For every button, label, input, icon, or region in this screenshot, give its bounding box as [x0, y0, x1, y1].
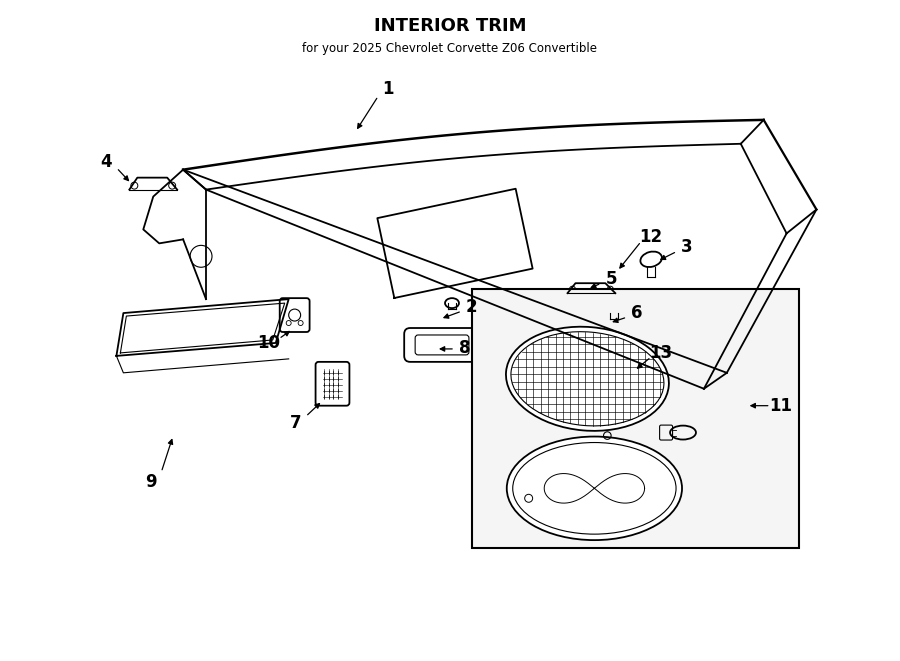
Text: 8: 8 [459, 339, 471, 357]
Text: 13: 13 [650, 344, 672, 362]
Text: 7: 7 [290, 414, 302, 432]
Text: 12: 12 [640, 229, 662, 247]
Text: 3: 3 [681, 239, 693, 256]
Ellipse shape [507, 436, 682, 540]
Text: INTERIOR TRIM: INTERIOR TRIM [374, 17, 526, 35]
Text: 10: 10 [257, 334, 280, 352]
Ellipse shape [506, 327, 669, 431]
Text: 6: 6 [632, 304, 643, 322]
Bar [472, 289, 798, 548]
Text: 11: 11 [770, 397, 792, 414]
Text: 2: 2 [466, 298, 478, 316]
Text: 4: 4 [101, 153, 112, 171]
Text: 1: 1 [382, 80, 394, 98]
Text: 5: 5 [606, 270, 617, 288]
Text: 9: 9 [146, 473, 158, 491]
Text: for your 2025 Chevrolet Corvette Z06 Convertible: for your 2025 Chevrolet Corvette Z06 Con… [302, 42, 598, 56]
